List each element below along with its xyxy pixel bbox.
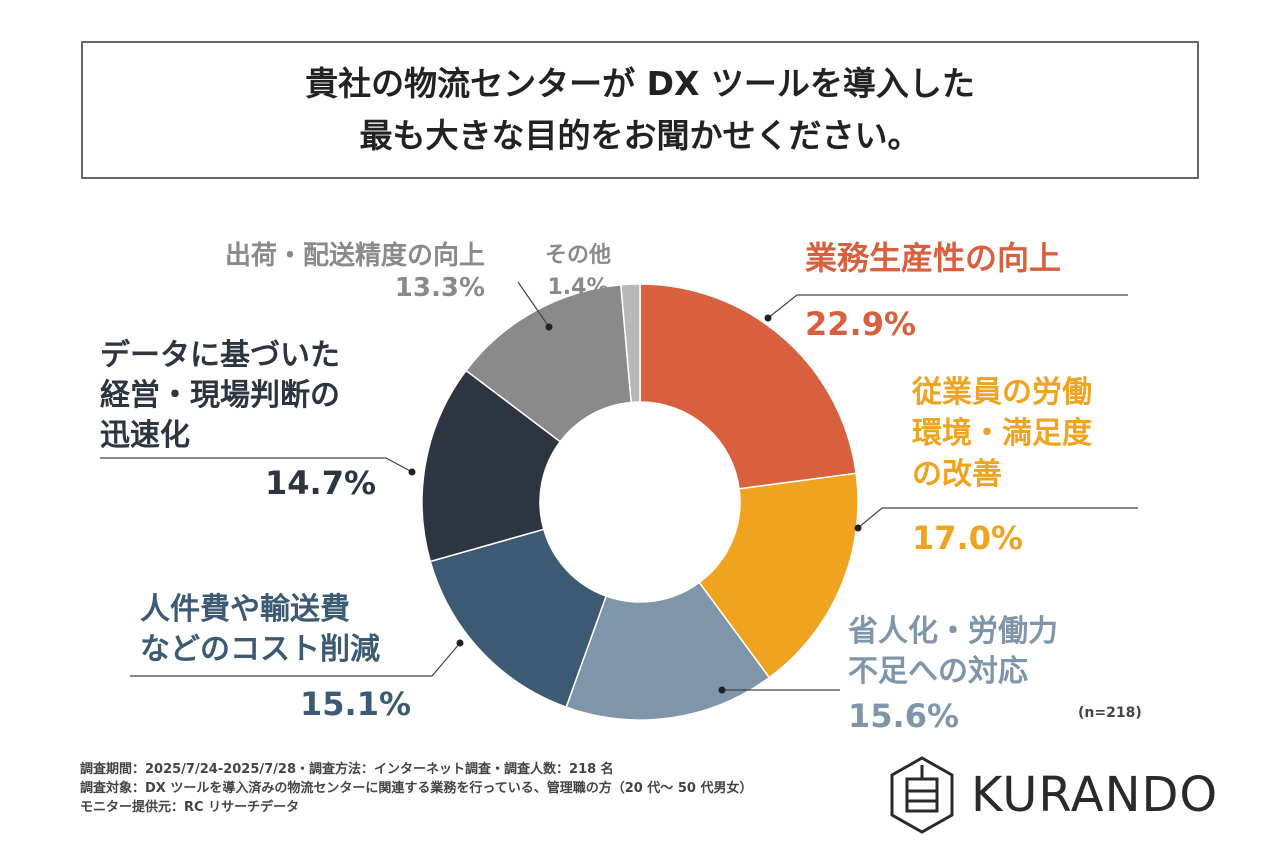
slice-data <box>421 369 562 563</box>
slice-labor <box>565 581 771 721</box>
title-line-2: 最も大きな目的をお聞かせください。 <box>359 116 921 155</box>
label-shipping: 出荷・配送精度の向上 13.3% <box>224 241 485 303</box>
label-other: その他 1.4% <box>545 243 612 300</box>
title-line-1: 貴社の物流センターが DX ツールを導入した <box>305 64 975 103</box>
leader-dot-employee <box>854 524 862 532</box>
value-labor: 15.6% <box>848 697 960 735</box>
value-data: 14.7% <box>265 464 377 502</box>
slice-productivity <box>639 283 857 490</box>
slice-cost <box>429 528 608 709</box>
label-productivity: 業務生産性の向上 <box>805 239 1062 277</box>
slice-other <box>620 283 641 404</box>
label-labor: 省人化・労働力 不足への対応 <box>848 614 1058 689</box>
kurando-logo: KURANDO <box>887 755 1218 835</box>
leader-dot-productivity <box>764 314 772 322</box>
leader-line-employee <box>857 507 1138 529</box>
title-box: 貴社の物流センターが DX ツールを導入した 最も大きな目的をお聞かせください。 <box>81 41 1199 179</box>
slice-employee <box>698 472 859 679</box>
leader-dot-data <box>408 468 416 476</box>
leader-line-cost <box>130 642 461 677</box>
label-cost: 人件費や輸送費 などのコスト削減 <box>140 592 380 667</box>
leader-dot-labor <box>718 686 726 694</box>
sample-size: (n=218) <box>1078 705 1142 721</box>
leader-line-shipping <box>517 281 550 328</box>
logo-text: KURANDO <box>971 767 1219 823</box>
value-productivity: 22.9% <box>805 305 917 343</box>
value-cost: 15.1% <box>300 685 412 723</box>
leader-line-data <box>100 457 413 473</box>
value-employee: 17.0% <box>912 519 1024 557</box>
leader-line-productivity <box>767 294 1128 319</box>
label-data: データに基づいた 経営・現場判断の 迅速化 <box>100 338 340 453</box>
survey-footnote: 調査期間：2025/7/24-2025/7/28・調査方法：インターネット調査・… <box>80 762 753 815</box>
kurando-logo-icon <box>890 756 954 834</box>
label-employee: 従業員の労働 環境・満足度 の改善 <box>912 375 1092 492</box>
leader-dot-cost <box>456 639 464 647</box>
leader-dot-shipping <box>545 323 553 331</box>
